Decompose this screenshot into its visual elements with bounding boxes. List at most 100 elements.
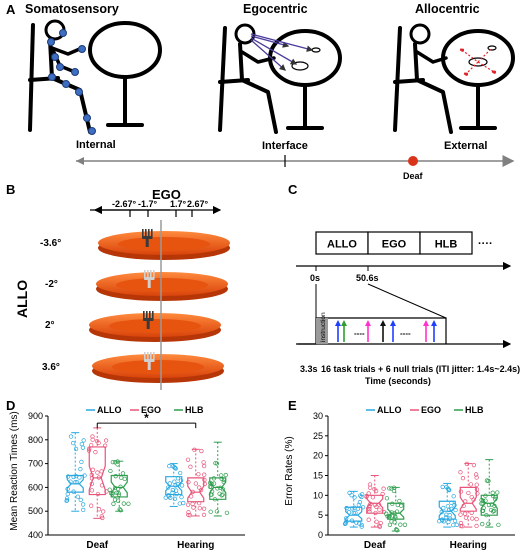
scene-title-allocentric: Allocentric: [415, 2, 480, 16]
instruction-period: [316, 318, 328, 344]
fork-tine: [146, 311, 148, 319]
data-point: [389, 510, 394, 515]
data-point: [451, 494, 456, 499]
fork-tine: [148, 229, 150, 237]
trial-gap: ----: [354, 329, 365, 338]
data-point: [112, 485, 118, 491]
data-point: [115, 462, 120, 467]
box-plot: [479, 459, 501, 528]
data-point: [483, 498, 488, 503]
data-point: [359, 494, 364, 500]
panel-label-d: D: [6, 398, 15, 413]
fork-tine: [152, 311, 154, 319]
reaction-time-chart: 400 500 600 700 800 900 ALLO EGO HLB Deaf Hearing *: [28, 405, 245, 550]
panel-e: E Error Rates (%) 0 5 10 15 20 25 30 ALLO EGO HLB…: [284, 398, 515, 550]
data-point: [493, 496, 498, 502]
trial-arrowhead: [365, 320, 371, 326]
data-point: [201, 506, 207, 511]
fork-tine: [147, 352, 149, 360]
plate-center: [109, 319, 201, 333]
data-point: [346, 510, 352, 515]
data-point: [221, 477, 227, 482]
data-point: [471, 462, 477, 468]
box-plot: [86, 427, 109, 521]
data-point: [387, 486, 392, 491]
y-tick-label: 20: [313, 451, 323, 461]
data-point: [367, 507, 372, 512]
fork-tine: [143, 311, 145, 319]
fork-bridge: [143, 318, 154, 321]
y-axis-label: Error Rates (%): [284, 436, 295, 505]
data-point: [492, 503, 497, 509]
scene-title-egocentric: Egocentric: [243, 2, 308, 16]
data-point: [390, 501, 395, 506]
data-point: [202, 481, 208, 487]
data-point: [349, 506, 355, 511]
data-point: [224, 510, 230, 516]
data-point: [377, 507, 382, 512]
fork-handle: [147, 279, 151, 288]
trial-arrowhead: [341, 320, 347, 326]
data-point: [384, 496, 390, 501]
data-point: [460, 476, 466, 481]
data-point: [367, 482, 373, 487]
data-point: [446, 519, 451, 525]
data-point: [211, 476, 217, 481]
box-plot: [384, 485, 408, 533]
data-point: [166, 494, 171, 499]
data-point: [209, 481, 214, 486]
data-point: [202, 477, 207, 483]
data-point: [71, 489, 76, 494]
data-point: [90, 467, 96, 472]
data-point: [223, 472, 228, 478]
data-point: [209, 489, 215, 494]
data-point: [385, 514, 390, 519]
data-point: [172, 496, 178, 502]
data-point: [493, 494, 498, 500]
data-point: [458, 470, 463, 475]
data-point: [202, 472, 207, 477]
data-point: [68, 479, 73, 484]
data-point: [480, 521, 485, 527]
box: [187, 477, 205, 503]
data-point: [449, 500, 454, 506]
plate-center: [112, 360, 204, 374]
data-point: [357, 500, 363, 505]
data-point: [211, 481, 217, 486]
data-point: [488, 507, 494, 513]
data-point: [370, 495, 376, 500]
fork-bridge: [144, 277, 155, 280]
data-point: [352, 505, 357, 510]
data-point: [112, 497, 118, 502]
data-point: [376, 502, 382, 507]
y-tick-label: 500: [28, 506, 43, 516]
data-point: [391, 488, 397, 494]
data-point: [99, 483, 105, 488]
data-point: [87, 446, 92, 451]
legend-label: EGO: [141, 405, 161, 415]
plate-stimuli: [89, 229, 230, 383]
panel-label-e: E: [288, 398, 297, 413]
time-label-block-end: 50.6s: [356, 273, 379, 283]
data-point: [73, 446, 79, 452]
box-plot: [207, 441, 230, 517]
data-point: [367, 509, 372, 514]
time-label-start: 0s: [310, 273, 320, 283]
box-plot: [185, 447, 208, 518]
data-point: [79, 441, 84, 447]
data-point: [448, 516, 453, 521]
ego-tick-label: 1.7°: [170, 199, 187, 209]
block-ellipsis: ····: [478, 238, 493, 250]
data-point: [446, 487, 451, 492]
y-tick-label: 600: [28, 482, 43, 492]
data-point: [172, 479, 177, 484]
ego-axis-title: EGO: [152, 187, 181, 202]
data-point: [170, 490, 175, 495]
data-point: [481, 505, 486, 511]
data-point: [199, 448, 204, 454]
data-point: [186, 479, 191, 485]
legend-label: EGO: [421, 405, 441, 415]
data-point: [80, 445, 86, 450]
data-point: [217, 491, 222, 496]
data-point: [440, 518, 445, 523]
